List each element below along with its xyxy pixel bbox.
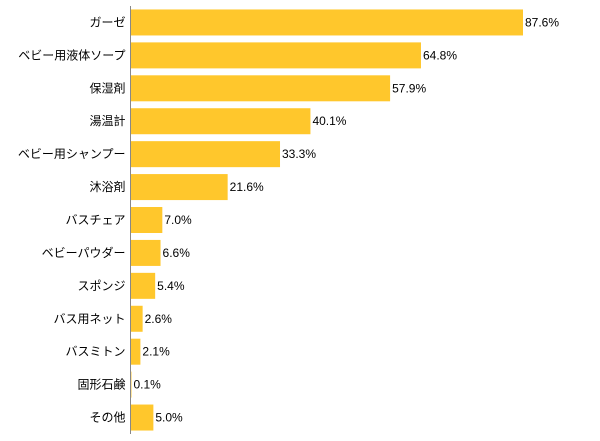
bar-11 [131, 338, 141, 365]
category-label: 沐浴剤 [89, 179, 125, 194]
bar-8 [131, 239, 161, 266]
bar-1 [131, 9, 523, 36]
category-label: その他 [89, 411, 125, 425]
category-label: ベビー用液体ソープ [18, 47, 125, 62]
bar-4 [131, 108, 311, 135]
bar-13 [131, 404, 154, 431]
value-label: 33.3% [282, 147, 316, 161]
labels-group: ガーゼ 87.6% ベビー用液体ソープ 64.8% 保湿剤 57.9% 湯温計 40.1% ベビ… [18, 15, 560, 424]
category-label: 固形石鹸 [77, 378, 125, 392]
bars-group [131, 9, 523, 431]
category-label: ベビー用シャンプー [18, 147, 126, 161]
value-label: 57.9% [392, 81, 426, 95]
category-label: 湯温計 [89, 113, 125, 128]
bar-7 [131, 207, 163, 233]
value-label: 5.0% [155, 411, 183, 425]
category-label: ベビーパウダー [42, 245, 126, 260]
bar-5 [131, 141, 281, 168]
bar-2 [131, 42, 421, 69]
category-label: バスミトン [65, 345, 125, 359]
category-label: 保湿剤 [89, 80, 125, 95]
bar-3 [131, 75, 391, 102]
value-label: 0.1% [133, 378, 161, 392]
bar-9 [131, 272, 156, 299]
value-label: 5.4% [157, 279, 185, 293]
category-label: バス用ネット [53, 312, 125, 326]
bar-10 [131, 305, 143, 332]
category-label: バスチェア [65, 213, 125, 227]
value-label: 21.6% [230, 180, 264, 194]
value-label: 6.6% [163, 246, 191, 260]
bar-6 [131, 174, 228, 201]
category-label: ガーゼ [89, 15, 125, 29]
value-label: 7.0% [164, 213, 192, 227]
value-label: 40.1% [312, 114, 346, 128]
category-label: スポンジ [77, 279, 125, 293]
value-label: 2.1% [142, 345, 170, 359]
value-label: 64.8% [423, 48, 457, 62]
value-label: 87.6% [525, 15, 559, 29]
value-label: 2.6% [145, 312, 173, 326]
